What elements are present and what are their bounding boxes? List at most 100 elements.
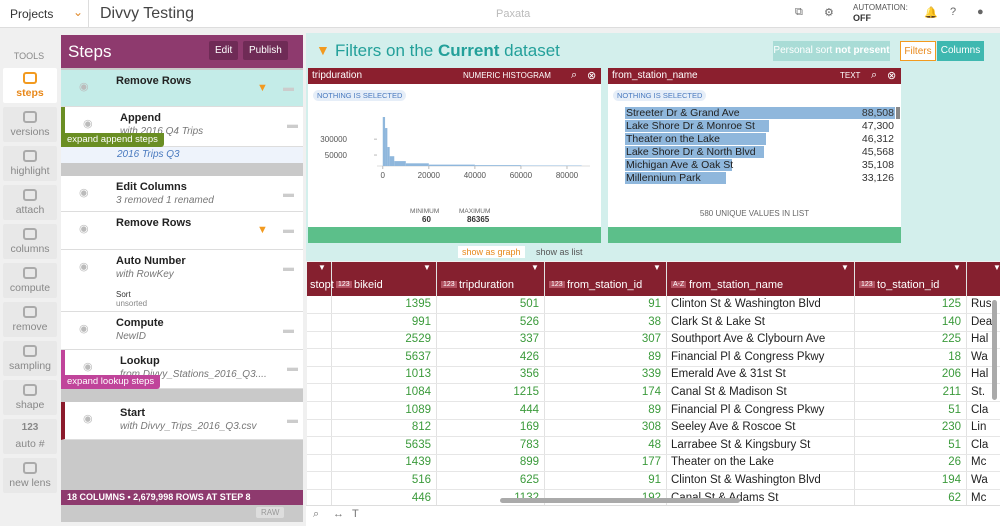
step-name: Compute [116,317,164,329]
tool-button[interactable]: highlight [3,146,57,181]
tool-button[interactable]: remove [3,302,57,337]
list-scroll [896,107,900,119]
grid-cell: 446 [336,492,431,504]
expand-button[interactable]: expand lookup steps [61,375,160,389]
column-menu[interactable]: ▼ [653,263,661,272]
tool-button[interactable]: columns [3,224,57,259]
steps-panel: StepsEditPublish◉Remove Rows▼▬◉Appendwit… [61,35,303,522]
column-menu[interactable]: ▼ [423,263,431,272]
column-menu[interactable]: ▼ [841,263,849,272]
tool-button[interactable]: shape [3,380,57,415]
top-icon[interactable]: ? [950,6,956,18]
card-close[interactable]: ⊗ [887,69,896,82]
selection-pill[interactable]: NOTHING IS SELECTED [613,90,706,101]
raw-button[interactable]: RAW [256,507,284,518]
grid-cell: Cla [971,404,1000,416]
publish-button[interactable]: Publish [243,41,288,60]
column-name[interactable]: from_station_id [567,279,642,291]
column-menu[interactable]: ▼ [993,263,1000,272]
grid-cell: 337 [441,333,539,345]
grid-cell: 91 [549,298,661,310]
bottom-icon[interactable]: ↔ [333,508,344,520]
tool-button[interactable]: versions [3,107,57,142]
grid-cell: 356 [441,368,539,380]
columns-button[interactable]: Columns [937,41,984,61]
min-label: MINIMUM [410,208,439,215]
bottom-icon[interactable]: T [352,508,359,520]
column-name[interactable]: tripduration [459,279,514,291]
grid-cell: 625 [441,474,539,486]
sub-step[interactable]: 2016 Trips Q3 [61,147,303,163]
bottom-bar [306,505,1000,526]
column-menu[interactable]: ▼ [531,263,539,272]
grid-row-line [307,489,1000,490]
top-icon[interactable]: ⧉ [795,6,803,19]
tool-button[interactable]: new lens [3,458,57,493]
value-name: Millennium Park [626,172,701,184]
divider [88,0,89,28]
bottom-icon[interactable]: ⌕ [313,508,319,521]
filters-button[interactable]: Filters [900,41,936,61]
value-name: Lake Shore Dr & North Blvd [626,146,756,158]
show-list[interactable]: show as list [532,246,587,258]
steps-footer: 18 COLUMNS • 2,679,998 ROWS AT STEP 8 [61,490,303,505]
comment-icon: ▬ [287,362,298,374]
column-menu[interactable]: ▼ [318,263,326,272]
card-search[interactable]: ⌕ [571,69,577,82]
card-close[interactable]: ⊗ [587,69,596,82]
grid-cell: 1089 [336,404,431,416]
projects-menu[interactable]: Projects [10,7,53,21]
value-count: 88,508 [824,107,894,119]
tool-button[interactable]: attach [3,185,57,220]
grid-cell: Lin [971,421,1000,433]
value-count: 33,126 [824,172,894,184]
tool-button[interactable]: steps [3,68,57,103]
grid-cell: 26 [859,456,961,468]
automation-label: AUTOMATION: [853,3,908,12]
step[interactable]: ◉Remove Rows▼▬ [61,212,303,250]
step[interactable]: ◉Startwith Divvy_Trips_2016_Q3.csv▬ [61,402,303,440]
step[interactable]: ◉Edit Columns3 removed 1 renamed▬ [61,176,303,212]
value-count: 35,108 [824,159,894,171]
tool-icon [23,384,37,396]
grid-cell: Clinton St & Washington Blvd [671,298,849,310]
steps-title: Steps [68,42,111,62]
column-name[interactable]: from_station_name [689,279,783,291]
column-name[interactable]: to_station_id [877,279,939,291]
histogram-bar [394,161,406,166]
step[interactable]: ◉Remove Rows▼▬ [61,70,303,107]
step-name: Edit Columns [116,181,187,193]
top-icon[interactable]: ⚙ [824,6,834,19]
brand: Paxata [496,8,530,20]
show-graph[interactable]: show as graph [458,246,525,258]
step-sort: Sort [116,290,131,299]
step[interactable]: ◉Auto Numberwith RowKeySortunsorted▬ [61,250,303,312]
grid-cell: 5637 [336,351,431,363]
sort-badge[interactable]: Personal sort not present [773,41,890,61]
expand-button[interactable]: expand append steps [61,133,164,147]
type-badge: 123 [859,281,875,288]
top-icon[interactable]: 🔔 [924,6,938,19]
grid-cell: 51 [859,439,961,451]
grid-row-line [307,471,1000,472]
histogram-bar [406,163,429,166]
tool-icon [23,462,37,474]
edit-button[interactable]: Edit [209,41,238,60]
column-menu[interactable]: ▼ [953,263,961,272]
type-badge: 123 [441,281,457,288]
step[interactable]: ◉ComputeNewID▬ [61,312,303,350]
grid-cell: 307 [549,333,661,345]
column-name[interactable]: bikeid [354,279,383,291]
card-search[interactable]: ⌕ [871,69,877,82]
histogram-bar [383,117,385,166]
tool-button[interactable]: compute [3,263,57,298]
tool-button[interactable]: sampling [3,341,57,376]
top-icon[interactable]: ● [977,6,984,18]
step-eye: ◉ [83,360,93,373]
column-name[interactable]: stopt [310,279,334,291]
grid-cell: Canal St & Madison St [671,386,849,398]
histogram-bar [429,165,475,166]
tool-button[interactable]: 123auto # [3,419,57,454]
tool-label: attach [3,204,57,216]
automation-value[interactable]: OFF [853,13,871,23]
